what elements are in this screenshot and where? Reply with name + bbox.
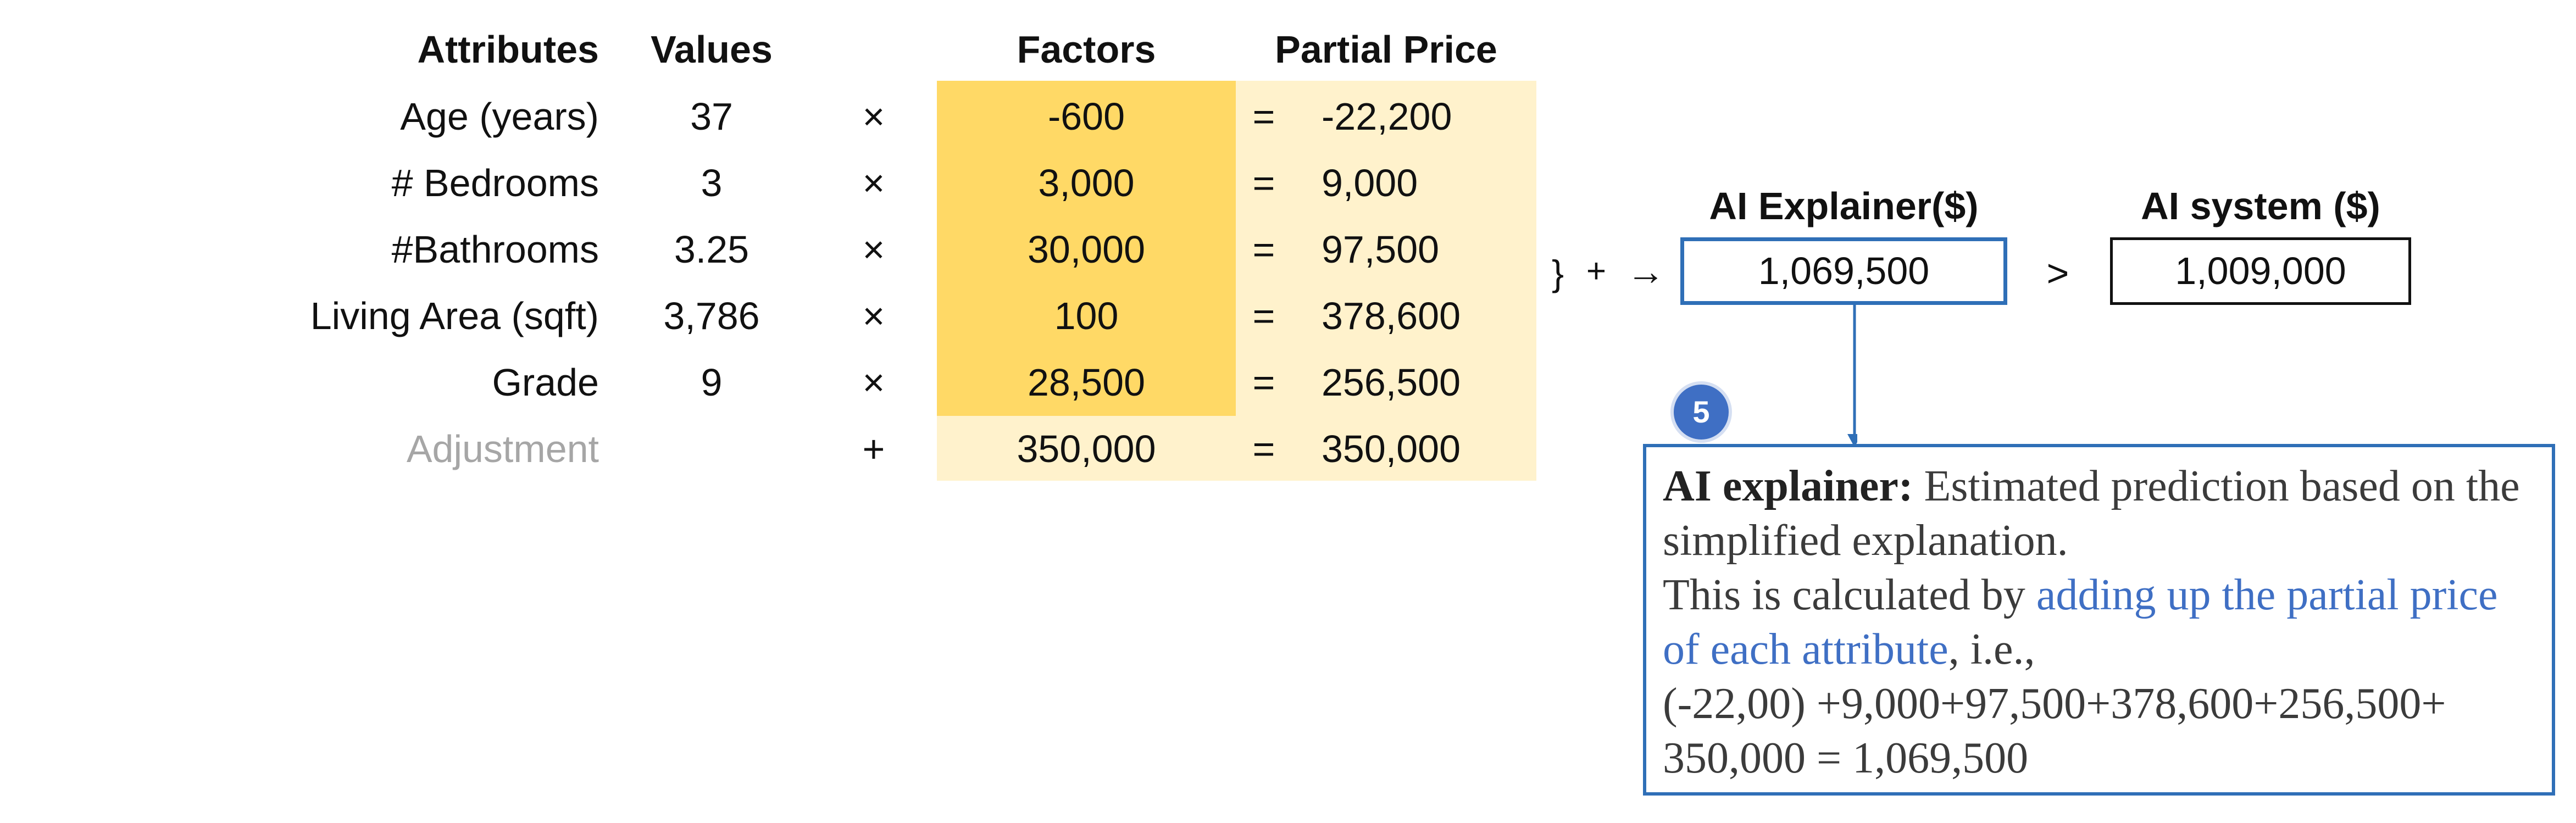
callout-formula-1: (-22,00) +9,000+97,500+378,600+256,500+ [1663, 680, 2446, 728]
header-values: Values [651, 28, 773, 71]
attribute-value: 37 [690, 95, 733, 138]
plus-operator: + [862, 427, 885, 470]
callout-formula-2: 350,000 = 1,069,500 [1663, 734, 2029, 782]
connector-arrow [1847, 303, 1857, 447]
header-partial-price: Partial Price [1275, 28, 1497, 71]
factor-value: 350,000 [1017, 427, 1156, 470]
factors-highlight [937, 81, 1236, 416]
partial-price-highlight [1236, 81, 1536, 481]
multiply-operator: × [862, 95, 885, 138]
step-number: 5 [1692, 394, 1710, 429]
attribute-label: Adjustment [406, 427, 599, 470]
partial-price-value: 256,500 [1322, 361, 1461, 404]
partial-price-value: 350,000 [1322, 427, 1461, 470]
factor-value: 3,000 [1038, 162, 1135, 204]
attribute-label: # Bedrooms [391, 162, 599, 204]
multiply-operator: × [862, 162, 885, 204]
partial-price-value: 378,600 [1322, 294, 1461, 337]
system-value-box: 1,009,000 [2110, 237, 2411, 305]
attribute-label: #Bathrooms [391, 228, 599, 271]
callout-lead: AI explainer: [1663, 462, 1913, 510]
equals-sign: = [1252, 95, 1275, 138]
partial-price-value: -22,200 [1322, 95, 1452, 138]
equals-sign: = [1252, 228, 1275, 271]
callout-text-2: This is calculated by [1663, 571, 2036, 619]
factor-value: 30,000 [1027, 228, 1146, 271]
equals-sign: = [1252, 294, 1275, 337]
attribute-label: Living Area (sqft) [310, 294, 599, 337]
sum-brace: } [1551, 253, 1564, 293]
attribute-value: 9 [701, 361, 723, 404]
explainer-title: AI Explainer($) [1709, 185, 1979, 227]
multiply-operator: × [862, 228, 885, 271]
partial-price-value: 97,500 [1322, 228, 1440, 271]
header-attributes: Attributes [417, 28, 599, 71]
equals-sign: = [1252, 162, 1275, 204]
system-title: AI system ($) [2141, 185, 2380, 227]
factor-value: -600 [1047, 95, 1125, 138]
equals-sign: = [1252, 427, 1275, 470]
attribute-value: 3.25 [674, 228, 750, 271]
multiply-operator: × [862, 294, 885, 337]
equals-sign: = [1252, 361, 1275, 404]
attribute-value: 3 [701, 162, 723, 204]
attribute-label: Age (years) [400, 95, 599, 138]
system-value: 1,009,000 [2175, 249, 2346, 292]
attribute-value: 3,786 [663, 294, 760, 337]
explainer-value: 1,069,500 [1758, 249, 1930, 292]
factor-value: 28,500 [1027, 361, 1146, 404]
greater-than-sign: > [2046, 252, 2069, 294]
adjustment-factor-highlight [937, 416, 1236, 481]
arrow-icon: → [1626, 250, 1665, 293]
sum-plus: + [1586, 252, 1607, 290]
callout-text-3: , i.e., [1948, 625, 2035, 674]
explainer-callout: AI explainer: Estimated prediction based… [1643, 444, 2555, 796]
factor-value: 100 [1054, 294, 1119, 337]
step-badge: 5 [1670, 381, 1732, 443]
callout-text-1: Estimated prediction based on the simpli… [1663, 462, 2520, 565]
header-factors: Factors [1017, 28, 1156, 71]
explainer-value-box: 1,069,500 [1680, 237, 2007, 305]
attribute-label: Grade [492, 361, 599, 404]
callout-highlight: adding up the partial price of each attr… [1663, 571, 2498, 674]
partial-price-value: 9,000 [1322, 162, 1418, 204]
multiply-operator: × [862, 361, 885, 404]
